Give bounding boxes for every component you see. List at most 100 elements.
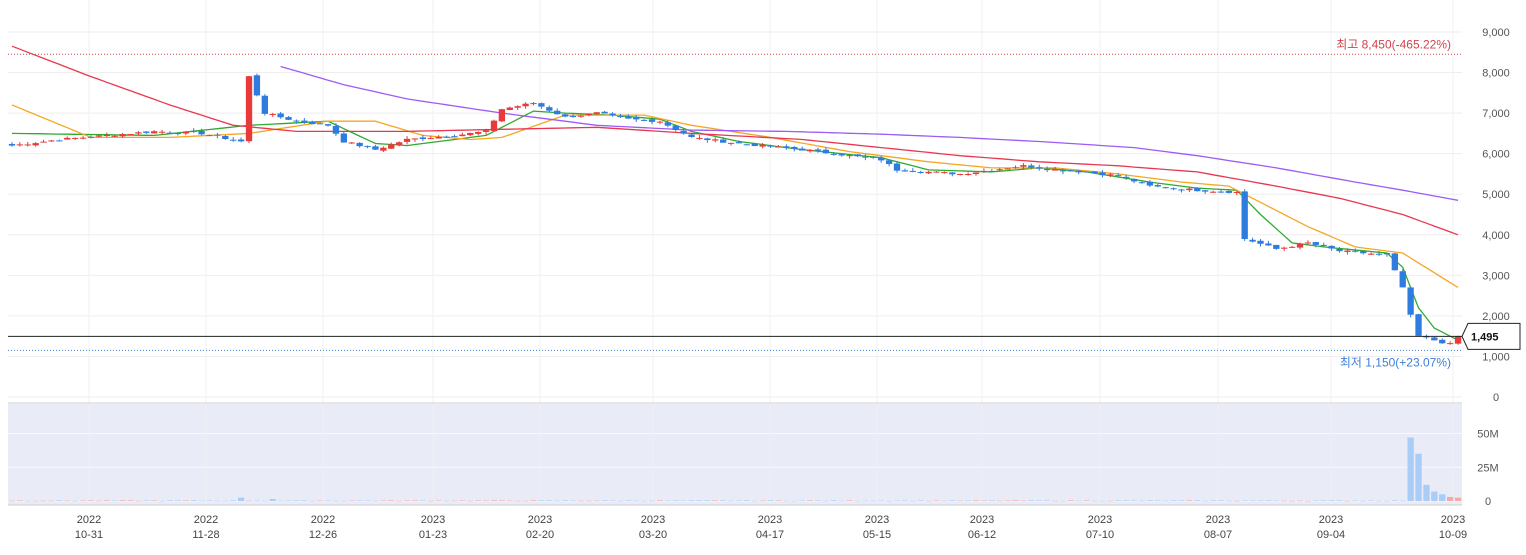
candle-body bbox=[475, 132, 482, 134]
candle bbox=[648, 117, 656, 125]
volume-bar bbox=[293, 500, 300, 501]
volume-bar bbox=[111, 500, 118, 502]
candle-body bbox=[1099, 172, 1106, 176]
date-tick-date: 10-09 bbox=[1439, 529, 1467, 541]
candle bbox=[1099, 170, 1106, 178]
candle-body bbox=[988, 170, 995, 172]
candle bbox=[1115, 173, 1122, 177]
candle-body bbox=[285, 117, 292, 120]
volume-bar bbox=[261, 500, 268, 502]
volume-bar bbox=[1431, 491, 1438, 501]
candle bbox=[822, 147, 830, 154]
volume-bar bbox=[151, 500, 158, 501]
candle-body bbox=[704, 138, 711, 141]
date-tick-date: 02-20 bbox=[526, 529, 554, 541]
candle bbox=[561, 113, 569, 118]
candle-body bbox=[1036, 167, 1043, 169]
candle bbox=[1281, 246, 1288, 252]
candle-body bbox=[245, 76, 253, 142]
candle bbox=[1360, 250, 1367, 255]
candle-body bbox=[901, 170, 909, 172]
candle-body bbox=[1194, 187, 1201, 192]
candle-body bbox=[222, 135, 229, 140]
candle-body bbox=[1249, 239, 1256, 242]
volume-bar bbox=[1328, 500, 1335, 501]
date-tick-year: 2023 bbox=[1319, 514, 1343, 526]
candle bbox=[395, 141, 403, 147]
moving-average-line bbox=[11, 104, 1459, 289]
candle bbox=[1138, 181, 1146, 184]
candle-body bbox=[530, 103, 537, 105]
candle-body bbox=[1312, 242, 1319, 245]
low-price-label: 최저 1,150(+23.07%) bbox=[1340, 355, 1451, 369]
date-tick-date: 10-31 bbox=[75, 529, 103, 541]
candle-body bbox=[32, 143, 39, 146]
volume-bar bbox=[1059, 500, 1067, 502]
candle-body bbox=[885, 160, 893, 165]
date-tick-date: 03-20 bbox=[639, 529, 667, 541]
candle-body bbox=[482, 130, 490, 132]
candle-body bbox=[1217, 191, 1225, 193]
volume-bar bbox=[127, 500, 134, 501]
candle bbox=[1431, 336, 1438, 341]
candle-body bbox=[577, 115, 585, 117]
candle bbox=[909, 168, 916, 173]
candle-body bbox=[1170, 188, 1177, 190]
candle bbox=[1012, 165, 1019, 169]
candle-body bbox=[103, 135, 110, 137]
candle-body bbox=[893, 163, 901, 171]
volume-bar bbox=[95, 500, 103, 502]
volume-bar bbox=[1352, 500, 1359, 502]
volume-bar bbox=[103, 500, 110, 501]
candle bbox=[1051, 166, 1059, 171]
candle-body bbox=[158, 131, 166, 133]
candle bbox=[1383, 252, 1391, 257]
volume-bar bbox=[143, 500, 150, 501]
volume-bar bbox=[1249, 500, 1256, 502]
candle-body bbox=[1320, 244, 1327, 246]
candle bbox=[143, 131, 150, 135]
candle-body bbox=[996, 169, 1003, 171]
candle-body bbox=[1257, 240, 1264, 244]
candle bbox=[237, 137, 245, 143]
candle bbox=[506, 106, 513, 111]
date-tick-year: 2023 bbox=[641, 514, 665, 526]
candle-body bbox=[814, 149, 822, 151]
candle-body bbox=[941, 172, 948, 174]
candle-body bbox=[1043, 168, 1051, 171]
candle-body bbox=[261, 95, 268, 114]
volume-bar bbox=[672, 500, 679, 501]
candle-body bbox=[490, 120, 498, 132]
candle-body bbox=[917, 171, 924, 173]
candle-body bbox=[40, 141, 47, 143]
candle-body bbox=[206, 135, 213, 137]
volume-bar bbox=[1178, 500, 1185, 501]
candle bbox=[340, 131, 348, 143]
candle-body bbox=[696, 137, 703, 139]
date-tick-year: 2023 bbox=[758, 514, 782, 526]
volume-bar bbox=[1130, 500, 1138, 501]
candle-body bbox=[522, 103, 529, 107]
price-tick-label: 6,000 bbox=[1482, 149, 1510, 161]
candle bbox=[95, 134, 103, 138]
candle-body bbox=[1083, 171, 1090, 173]
candle bbox=[1130, 178, 1138, 184]
candle-body bbox=[514, 106, 521, 108]
candle-body bbox=[87, 136, 95, 138]
volume-bar bbox=[1265, 500, 1272, 501]
candle-body bbox=[340, 133, 348, 143]
volume-bar bbox=[348, 500, 355, 502]
candle bbox=[119, 132, 126, 138]
candle-body bbox=[783, 146, 790, 148]
volume-tick-label: 50M bbox=[1477, 429, 1498, 441]
candle bbox=[1257, 238, 1264, 247]
candle bbox=[309, 120, 316, 125]
volume-bar bbox=[8, 500, 16, 502]
candle-body bbox=[585, 113, 592, 116]
volume-bar bbox=[609, 500, 616, 502]
candle bbox=[799, 146, 806, 151]
candle bbox=[1146, 180, 1154, 188]
candle-body bbox=[348, 142, 355, 144]
candle bbox=[1407, 286, 1414, 318]
volume-bar bbox=[538, 500, 545, 501]
